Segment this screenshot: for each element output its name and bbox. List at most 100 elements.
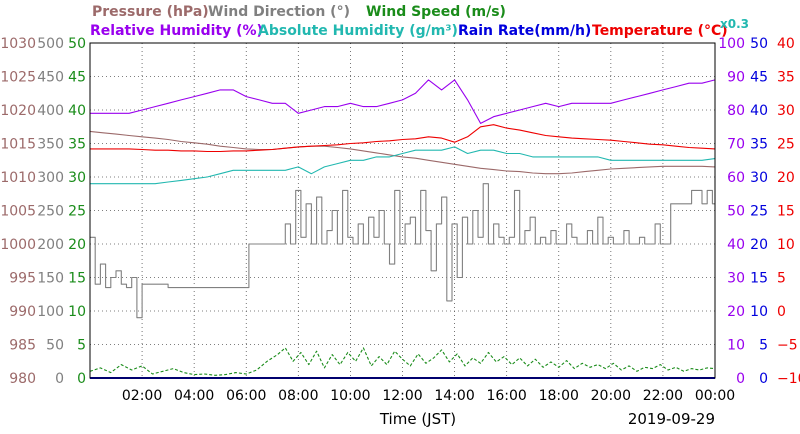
y-tick-label-rain-rate: 10 (750, 304, 768, 320)
y-tick-label-temperature: 10 (777, 237, 795, 253)
x-tick-label: 10:00 (330, 388, 370, 404)
y-tick-label-wind-direction: 0 (55, 371, 64, 387)
y-tick-label-wind-speed: 35 (68, 137, 86, 153)
legend-row-2: Relative Humidity (%) Absolute Humidity … (90, 17, 749, 39)
y-tick-label-rain-rate: 30 (750, 170, 768, 186)
series-wind-direction (90, 183, 715, 319)
y-tick-label-humidity: 60 (727, 170, 745, 186)
x-tick-label: 14:00 (434, 388, 474, 404)
y-tick-label-pressure: 1005 (0, 204, 36, 220)
y-tick-label-humidity: 80 (727, 103, 745, 119)
y-tick-label-temperature: 30 (777, 103, 795, 119)
y-tick-label-rain-rate: 35 (750, 137, 768, 153)
y-tick-label-rain-rate: 25 (750, 204, 768, 220)
y-tick-label-rain-rate: 15 (750, 271, 768, 287)
y-tick-label-wind-direction: 50 (46, 338, 64, 354)
y-tick-label-humidity: 100 (718, 36, 745, 52)
y-tick-label-wind-direction: 150 (37, 271, 64, 287)
axes: 9809859909951000100510101015102010251030… (0, 36, 800, 387)
legend-pressure: Pressure (hPa) (92, 4, 209, 20)
y-tick-label-wind-speed: 10 (68, 304, 86, 320)
x-tick-label: 20:00 (591, 388, 631, 404)
legend-wind-speed: Wind Speed (m/s) (366, 4, 506, 20)
y-tick-label-wind-speed: 50 (68, 36, 86, 52)
series-wind-speed (89, 347, 716, 376)
y-tick-label-temperature: −5 (777, 338, 798, 354)
y-tick-label-humidity: 50 (727, 204, 745, 220)
y-tick-label-wind-speed: 5 (77, 338, 86, 354)
x-tick-label: 00:00 (695, 388, 735, 404)
y-tick-label-wind-direction: 100 (37, 304, 64, 320)
y-tick-label-rain-rate: 50 (750, 36, 768, 52)
legend-wind-direction: Wind Direction (°) (208, 4, 350, 20)
y-tick-label-temperature: 15 (777, 204, 795, 220)
plot-frame (89, 42, 716, 379)
date-label: 2019-09-29 (628, 410, 715, 428)
y-tick-label-wind-direction: 450 (37, 70, 64, 86)
y-tick-label-temperature: 0 (777, 304, 786, 320)
y-tick-label-wind-direction: 300 (37, 170, 64, 186)
y-tick-label-temperature: 20 (777, 170, 795, 186)
y-tick-label-wind-speed: 15 (68, 271, 86, 287)
y-tick-label-pressure: 1020 (0, 103, 36, 119)
legend-scale-note: x0.3 (720, 17, 749, 31)
y-tick-label-wind-speed: 40 (68, 103, 86, 119)
y-tick-label-wind-speed: 30 (68, 170, 86, 186)
legend-rain-rate: Rain Rate(mm/h) (458, 23, 591, 39)
y-tick-label-humidity: 0 (736, 371, 745, 387)
y-tick-label-rain-rate: 20 (750, 237, 768, 253)
series-relative-humidity (90, 79, 716, 124)
y-tick-label-temperature: −10 (777, 371, 800, 387)
y-tick-label-humidity: 40 (727, 237, 745, 253)
y-tick-label-pressure: 985 (9, 338, 36, 354)
series-absolute-humidity (90, 146, 716, 185)
x-tick-label: 02:00 (122, 388, 162, 404)
x-tick-label: 22:00 (643, 388, 683, 404)
y-tick-label-pressure: 1000 (0, 237, 36, 253)
legend-absolute-humidity: Absolute Humidity (g/m³) (258, 23, 458, 39)
legend-temperature: Temperature (°C) (592, 23, 728, 39)
y-tick-label-pressure: 1030 (0, 36, 36, 52)
y-tick-label-humidity: 90 (727, 70, 745, 86)
y-tick-label-pressure: 990 (9, 304, 36, 320)
legend-row-1: Pressure (hPa) Wind Direction (°) Wind S… (92, 4, 506, 20)
x-axis-title: Time (JST) (379, 410, 456, 428)
y-tick-label-wind-speed: 0 (77, 371, 86, 387)
x-tick-label: 08:00 (278, 388, 318, 404)
y-tick-label-pressure: 1025 (0, 70, 36, 86)
y-tick-label-wind-direction: 400 (37, 103, 64, 119)
series-pressure (89, 130, 716, 175)
y-tick-label-rain-rate: 40 (750, 103, 768, 119)
y-tick-label-wind-speed: 45 (68, 70, 86, 86)
y-tick-label-temperature: 35 (777, 70, 795, 86)
y-tick-label-rain-rate: 0 (759, 371, 768, 387)
y-tick-label-humidity: 70 (727, 137, 745, 153)
legend-relative-humidity: Relative Humidity (%) (90, 23, 263, 39)
x-tick-label: 16:00 (486, 388, 526, 404)
y-tick-label-rain-rate: 5 (759, 338, 768, 354)
x-tick-label: 12:00 (382, 388, 422, 404)
y-tick-label-temperature: 25 (777, 137, 795, 153)
x-tick-labels: 02:00 04:00 06:00 08:00 10:00 12:00 14:00 16:00… (122, 388, 735, 404)
y-tick-label-wind-direction: 500 (37, 36, 64, 52)
y-tick-label-humidity: 30 (727, 271, 745, 287)
y-tick-label-temperature: 5 (777, 271, 786, 287)
y-tick-label-humidity: 20 (727, 304, 745, 320)
y-tick-label-pressure: 1015 (0, 137, 36, 153)
y-tick-label-wind-direction: 250 (37, 204, 64, 220)
y-tick-label-pressure: 995 (9, 271, 36, 287)
y-tick-label-wind-direction: 200 (37, 237, 64, 253)
x-tick-label: 06:00 (226, 388, 266, 404)
y-tick-label-wind-speed: 25 (68, 204, 86, 220)
y-tick-label-pressure: 1010 (0, 170, 36, 186)
y-tick-label-wind-speed: 20 (68, 237, 86, 253)
y-tick-label-pressure: 980 (9, 371, 36, 387)
y-tick-label-rain-rate: 45 (750, 70, 768, 86)
grid (90, 43, 715, 378)
x-tick-label: 04:00 (174, 388, 214, 404)
y-tick-label-humidity: 10 (727, 338, 745, 354)
series-temperature (90, 124, 716, 153)
x-tick-label: 18:00 (539, 388, 579, 404)
y-tick-label-wind-direction: 350 (37, 137, 64, 153)
